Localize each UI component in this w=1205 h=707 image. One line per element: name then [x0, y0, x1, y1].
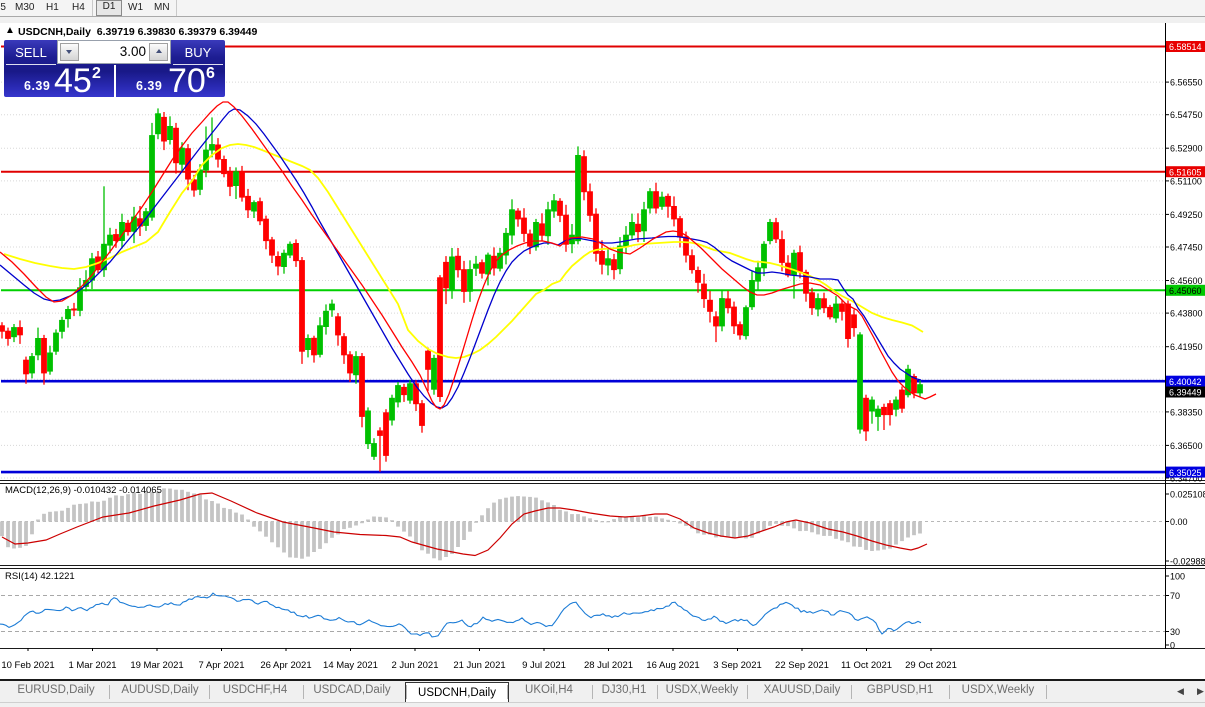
svg-text:6.52900: 6.52900 [1170, 144, 1203, 154]
svg-text:7 Apr 2021: 7 Apr 2021 [199, 660, 245, 671]
svg-text:16 Aug 2021: 16 Aug 2021 [646, 660, 699, 671]
svg-text:70: 70 [1170, 591, 1180, 601]
svg-text:6.56550: 6.56550 [1170, 78, 1203, 88]
svg-text:-0.029883: -0.029883 [1170, 557, 1205, 567]
svg-text:6.38350: 6.38350 [1170, 407, 1203, 417]
svg-text:19 Mar 2021: 19 Mar 2021 [130, 660, 183, 671]
svg-text:100: 100 [1170, 572, 1185, 582]
svg-text:6.47450: 6.47450 [1170, 243, 1203, 253]
svg-text:14 May 2021: 14 May 2021 [323, 660, 378, 671]
svg-text:6.51100: 6.51100 [1170, 176, 1202, 186]
svg-text:28 Jul 2021: 28 Jul 2021 [584, 660, 633, 671]
svg-text:26 Apr 2021: 26 Apr 2021 [260, 660, 311, 671]
svg-text:MACD(12,26,9) -0.010432 -0.014: MACD(12,26,9) -0.010432 -0.014065 [5, 485, 162, 496]
svg-text:3 Sep 2021: 3 Sep 2021 [713, 660, 762, 671]
svg-text:29 Oct 2021: 29 Oct 2021 [905, 660, 957, 671]
svg-text:6.35025: 6.35025 [1169, 468, 1202, 478]
svg-text:1 Mar 2021: 1 Mar 2021 [68, 660, 116, 671]
svg-text:6.40042: 6.40042 [1169, 377, 1202, 387]
svg-text:30: 30 [1170, 627, 1180, 637]
svg-text:21 Jun 2021: 21 Jun 2021 [453, 660, 505, 671]
svg-text:6.34700: 6.34700 [1170, 474, 1203, 484]
svg-text:22 Sep 2021: 22 Sep 2021 [775, 660, 829, 671]
svg-text:9 Jul 2021: 9 Jul 2021 [522, 660, 566, 671]
svg-text:10 Feb 2021: 10 Feb 2021 [1, 660, 54, 671]
svg-text:0: 0 [1170, 641, 1175, 651]
svg-text:2 Jun 2021: 2 Jun 2021 [391, 660, 438, 671]
svg-text:11 Oct 2021: 11 Oct 2021 [841, 660, 892, 671]
svg-text:6.39449: 6.39449 [1169, 388, 1202, 398]
svg-text:6.58514: 6.58514 [1169, 42, 1202, 52]
svg-text:6.45060: 6.45060 [1169, 286, 1202, 296]
svg-text:6.45600: 6.45600 [1170, 276, 1203, 286]
svg-text:6.49250: 6.49250 [1170, 210, 1203, 220]
svg-text:6.41950: 6.41950 [1170, 342, 1203, 352]
svg-text:RSI(14) 42.1221: RSI(14) 42.1221 [5, 571, 75, 582]
svg-text:0.00: 0.00 [1170, 517, 1188, 527]
svg-text:6.51605: 6.51605 [1169, 167, 1202, 177]
svg-text:6.54750: 6.54750 [1170, 110, 1203, 120]
svg-text:0.025108: 0.025108 [1170, 490, 1205, 500]
svg-text:6.36500: 6.36500 [1170, 441, 1203, 451]
svg-text:6.43800: 6.43800 [1170, 309, 1203, 319]
